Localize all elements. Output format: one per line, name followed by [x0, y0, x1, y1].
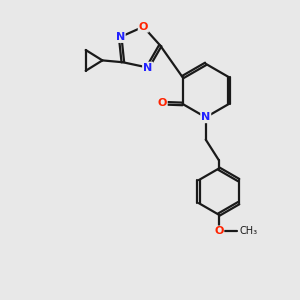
- Text: O: O: [139, 22, 148, 32]
- Text: N: N: [116, 32, 125, 42]
- Text: O: O: [158, 98, 167, 108]
- Text: O: O: [214, 226, 224, 236]
- Text: N: N: [201, 112, 210, 122]
- Text: N: N: [143, 62, 152, 73]
- Text: CH₃: CH₃: [239, 226, 257, 236]
